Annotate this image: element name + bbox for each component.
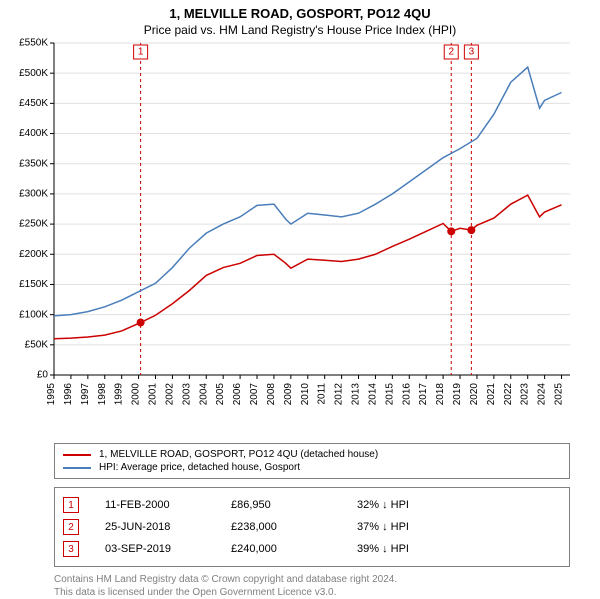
sale-price: £86,950 — [231, 499, 331, 511]
svg-text:£500K: £500K — [19, 68, 48, 79]
svg-text:2012: 2012 — [334, 383, 345, 406]
svg-text:2021: 2021 — [486, 383, 497, 406]
sale-marker-icon: 1 — [63, 497, 79, 513]
chart-title: 1, MELVILLE ROAD, GOSPORT, PO12 4QU — [0, 0, 600, 21]
svg-text:2013: 2013 — [351, 383, 362, 406]
svg-text:2009: 2009 — [283, 383, 294, 406]
legend-item: 1, MELVILLE ROAD, GOSPORT, PO12 4QU (det… — [63, 448, 561, 461]
svg-text:£250K: £250K — [19, 219, 48, 230]
svg-text:2008: 2008 — [266, 383, 277, 406]
legend-label: HPI: Average price, detached house, Gosp… — [99, 462, 300, 473]
svg-text:2016: 2016 — [401, 383, 412, 406]
chart-area: £0 £50K £100K £150K £200K £250K £300K £350K £400… — [0, 37, 600, 437]
svg-text:1999: 1999 — [114, 383, 125, 406]
sale-price: £240,000 — [231, 543, 331, 555]
svg-text:2003: 2003 — [181, 383, 192, 406]
sale-diff: 32% ↓ HPI — [357, 499, 561, 511]
svg-text:2014: 2014 — [367, 383, 378, 406]
svg-text:£200K: £200K — [19, 249, 48, 260]
svg-text:2010: 2010 — [300, 383, 311, 406]
svg-text:2001: 2001 — [148, 383, 159, 406]
sale-date: 11-FEB-2000 — [105, 499, 205, 511]
svg-text:2017: 2017 — [418, 383, 429, 406]
sale-diff: 37% ↓ HPI — [357, 521, 561, 533]
sale-row: 1 11-FEB-2000 £86,950 32% ↓ HPI — [63, 494, 561, 516]
svg-text:£300K: £300K — [19, 189, 48, 200]
svg-text:2024: 2024 — [537, 383, 548, 406]
legend-swatch — [63, 467, 91, 469]
svg-text:2006: 2006 — [232, 383, 243, 406]
svg-text:3: 3 — [469, 47, 475, 58]
sale-row: 3 03-SEP-2019 £240,000 39% ↓ HPI — [63, 538, 561, 560]
sale-price: £238,000 — [231, 521, 331, 533]
svg-text:£150K: £150K — [19, 279, 48, 290]
sale-marker-icon: 3 — [63, 541, 79, 557]
svg-text:2011: 2011 — [317, 383, 328, 405]
svg-text:1997: 1997 — [80, 383, 91, 406]
attribution-line: Contains HM Land Registry data © Crown c… — [54, 573, 570, 586]
svg-text:2022: 2022 — [503, 383, 514, 406]
svg-text:1995: 1995 — [46, 383, 57, 406]
svg-text:£0: £0 — [37, 370, 49, 381]
legend-box: 1, MELVILLE ROAD, GOSPORT, PO12 4QU (det… — [54, 443, 570, 479]
svg-text:£550K: £550K — [19, 38, 48, 49]
svg-text:2015: 2015 — [384, 383, 395, 406]
svg-text:£350K: £350K — [19, 158, 48, 169]
svg-text:2007: 2007 — [249, 383, 260, 406]
svg-text:2020: 2020 — [469, 383, 480, 406]
attribution: Contains HM Land Registry data © Crown c… — [54, 573, 570, 599]
legend-swatch — [63, 454, 91, 456]
svg-text:2005: 2005 — [215, 383, 226, 406]
attribution-line: This data is licensed under the Open Gov… — [54, 586, 570, 599]
svg-text:2000: 2000 — [131, 383, 142, 406]
svg-text:1998: 1998 — [97, 383, 108, 406]
sales-table: 1 11-FEB-2000 £86,950 32% ↓ HPI 2 25-JUN… — [54, 487, 570, 567]
svg-text:2023: 2023 — [520, 383, 531, 406]
svg-text:£100K: £100K — [19, 309, 48, 320]
svg-text:1996: 1996 — [63, 383, 74, 406]
svg-text:2025: 2025 — [554, 383, 565, 406]
svg-text:2004: 2004 — [198, 383, 209, 406]
sale-date: 03-SEP-2019 — [105, 543, 205, 555]
svg-text:2019: 2019 — [452, 383, 463, 406]
sale-diff: 39% ↓ HPI — [357, 543, 561, 555]
price-chart-page: { "title": "1, MELVILLE ROAD, GOSPORT, P… — [0, 0, 600, 590]
svg-text:2002: 2002 — [164, 383, 175, 406]
sale-row: 2 25-JUN-2018 £238,000 37% ↓ HPI — [63, 516, 561, 538]
svg-text:2: 2 — [448, 47, 454, 58]
svg-text:£50K: £50K — [25, 339, 49, 350]
sale-date: 25-JUN-2018 — [105, 521, 205, 533]
chart-subtitle: Price paid vs. HM Land Registry's House … — [0, 21, 600, 37]
svg-text:£400K: £400K — [19, 128, 48, 139]
legend-label: 1, MELVILLE ROAD, GOSPORT, PO12 4QU (det… — [99, 449, 378, 460]
chart-svg: £0 £50K £100K £150K £200K £250K £300K £350K £400… — [0, 37, 600, 437]
sale-marker-icon: 2 — [63, 519, 79, 535]
svg-text:2018: 2018 — [435, 383, 446, 406]
svg-text:£450K: £450K — [19, 98, 48, 109]
svg-text:1: 1 — [138, 47, 144, 58]
legend-item: HPI: Average price, detached house, Gosp… — [63, 461, 561, 474]
